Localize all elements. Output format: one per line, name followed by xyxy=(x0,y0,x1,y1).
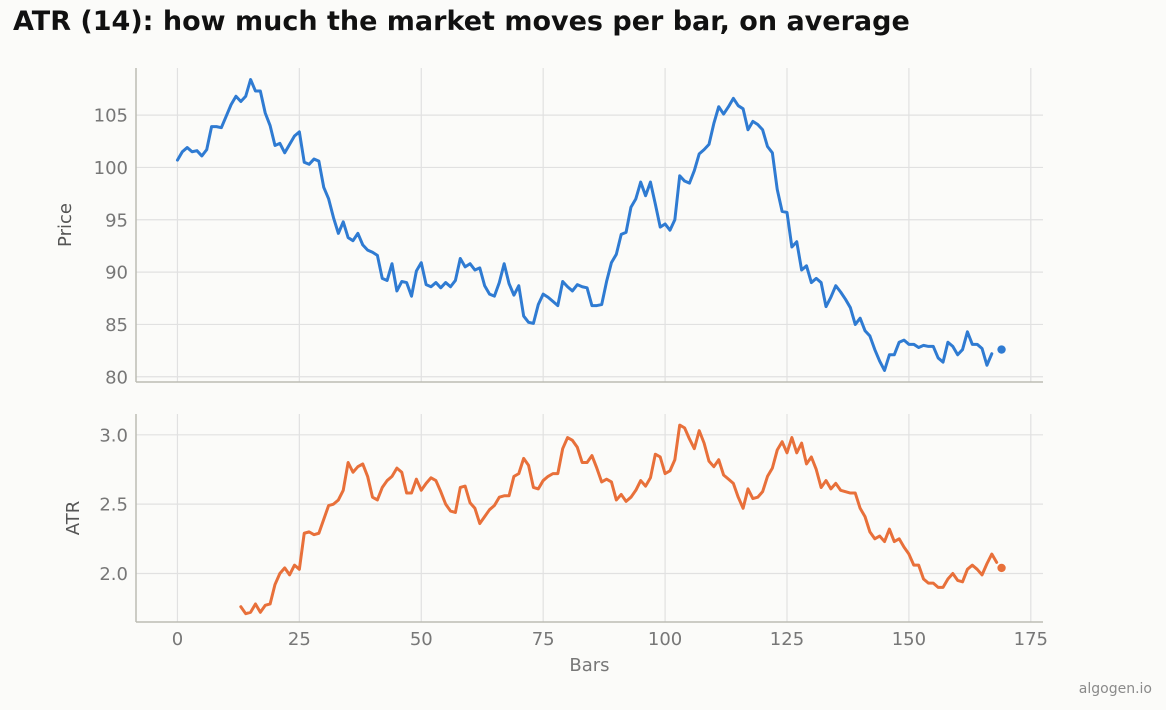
atr-panel: 2.0 2.5 3.0 ATR 0 25 50 75 100 125 150 175 Bars xyxy=(63,414,1048,676)
xlabel: Bars xyxy=(569,655,609,676)
xtick-label: 75 xyxy=(532,629,555,650)
price-ytick-label: 100 xyxy=(94,158,128,179)
xtick-label: 0 xyxy=(172,629,183,650)
price-ytick-label: 80 xyxy=(105,367,128,388)
price-last-point xyxy=(997,345,1006,354)
price-ytick-label: 90 xyxy=(105,263,128,284)
price-ylabel: Price xyxy=(55,203,76,247)
atr-series-line xyxy=(239,423,999,616)
xtick-label: 125 xyxy=(770,629,804,650)
price-ytick-label: 95 xyxy=(105,210,128,231)
price-panel: 80 85 90 95 100 105 Price xyxy=(55,68,1043,388)
atr-ytick-label: 2.0 xyxy=(99,564,128,585)
xtick-label: 150 xyxy=(892,629,926,650)
atr-ylabel: ATR xyxy=(63,501,84,535)
price-ytick-label: 105 xyxy=(94,106,128,127)
xtick-label: 50 xyxy=(410,629,433,650)
atr-ytick-label: 3.0 xyxy=(99,425,128,446)
watermark: algogen.io xyxy=(1078,681,1152,697)
chart-title: ATR (14): how much the market moves per … xyxy=(13,6,910,37)
atr-last-point xyxy=(997,563,1006,573)
xtick-label: 25 xyxy=(288,629,311,650)
xtick-label: 100 xyxy=(648,629,682,650)
price-ytick-label: 85 xyxy=(105,315,128,336)
price-series-line xyxy=(175,78,994,372)
atr-ytick-label: 2.5 xyxy=(99,495,128,516)
xtick-label: 175 xyxy=(1014,629,1048,650)
